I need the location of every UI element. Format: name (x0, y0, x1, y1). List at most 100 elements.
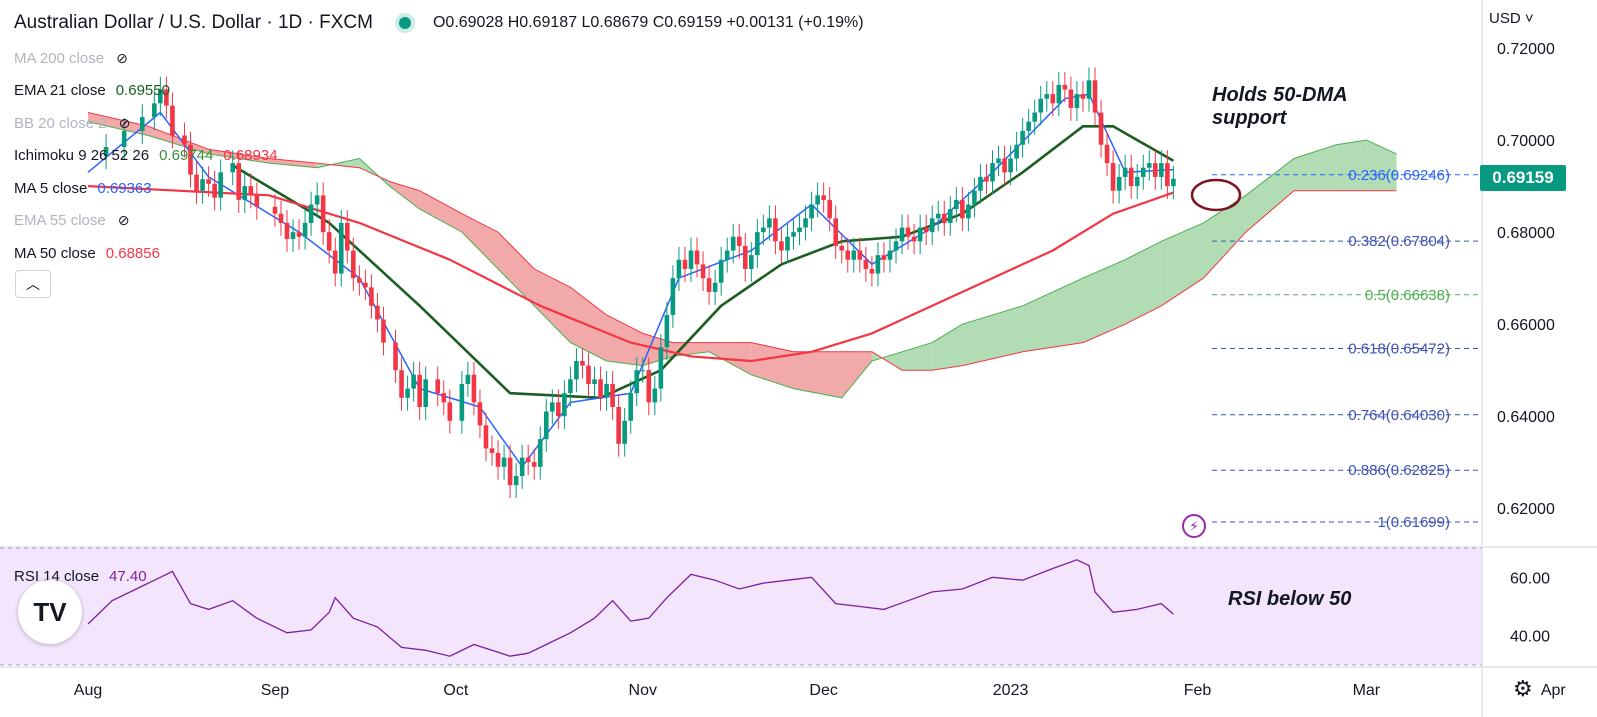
eye-hidden-icon[interactable]: ⊘ (117, 212, 130, 228)
candle-body (598, 379, 603, 398)
candle-body (869, 268, 875, 274)
legend-name: MA 200 close (14, 49, 105, 67)
rsi-legend[interactable]: RSI 14 close 47.40 (14, 566, 147, 586)
gear-icon[interactable]: ⚙ (1513, 676, 1533, 701)
candle-body (887, 250, 893, 260)
time-tick-label: Feb (1184, 682, 1212, 699)
candle-body (592, 379, 597, 384)
price-tick-label: 0.64000 (1497, 409, 1555, 426)
candle-body (761, 227, 766, 233)
time-tick-label: Dec (809, 682, 837, 699)
legend-row-ema-21-close[interactable]: EMA 21 close 0.69550 (14, 81, 170, 101)
legend-name: EMA 55 close (14, 212, 106, 229)
cloud-bear-segment (419, 190, 462, 233)
candle-body (519, 457, 525, 476)
candle-body (718, 259, 724, 283)
candle-body (375, 305, 380, 320)
candle-body (1110, 163, 1116, 191)
candle-body (230, 163, 236, 173)
legend-value-2: 0.68934 (223, 147, 278, 164)
candle-body (417, 374, 422, 407)
candle-body (1032, 112, 1038, 122)
candle-body (212, 183, 217, 198)
eye-hidden-icon[interactable]: ⊘ (116, 49, 128, 66)
legend-name: MA 5 close (14, 179, 88, 197)
cloud-bear-segment (751, 342, 794, 389)
rsi-tick-label: 60.00 (1510, 570, 1550, 587)
fibonacci-retracement: 0.236(0.69246) 0.382(0.67804) 0.5(0.66638)… (1212, 167, 1478, 531)
collapse-legend-button[interactable]: ︿ (15, 270, 51, 298)
cloud-bear-segment (498, 232, 535, 306)
candle-body (568, 379, 573, 394)
candle-body (742, 245, 748, 269)
legend-value: 0.69744 (159, 147, 214, 164)
candle-body (513, 475, 519, 486)
chevron-up-icon: ︿ (26, 276, 40, 292)
legend-name: Ichimoku 9 26 52 26 (14, 147, 150, 164)
lightning-icon[interactable]: ⚡ (1182, 514, 1206, 538)
candle-body (724, 250, 730, 260)
symbol-title[interactable]: Australian Dollar / U.S. Dollar · 1D · F… (14, 12, 373, 33)
legend-row-ichimoku-9-26-52-26[interactable]: Ichimoku 9 26 52 26 0.69744 0.68934 (14, 146, 278, 166)
candle-body (960, 199, 965, 219)
candle-body (483, 425, 489, 449)
candle-body (550, 402, 555, 412)
candle-body (1008, 158, 1013, 173)
candle-body (435, 379, 441, 394)
legend-row-ma-5-close[interactable]: MA 5 close 0.69363 (14, 178, 152, 198)
cloud-bull-segment (1125, 241, 1162, 325)
fib-level-label: 1(0.61699) (1377, 514, 1450, 531)
currency-selector[interactable]: USD ˅ (1489, 10, 1534, 27)
candle-body (139, 117, 145, 131)
chart-header: Australian Dollar / U.S. Dollar · 1D · F… (14, 11, 864, 35)
candle-body (833, 218, 839, 246)
cloud-bear-segment (534, 268, 571, 343)
market-status-dot (398, 17, 411, 29)
candle-body (779, 241, 784, 251)
candle-body (755, 232, 760, 256)
annotation-holds-50dma[interactable]: Holds 50-DMA support (1212, 84, 1348, 130)
candle-body (827, 199, 832, 219)
candle-body (218, 172, 223, 198)
candle-body (242, 186, 248, 200)
candle-body (670, 278, 676, 315)
candle-body (393, 342, 398, 371)
price-tick-label: 0.72000 (1497, 41, 1555, 58)
fib-level-label: 0.382(0.67804) (1348, 233, 1450, 250)
candle-body (236, 163, 242, 200)
eye-hidden-icon[interactable]: ⊘ (118, 114, 131, 131)
cloud-bear-segment (461, 213, 499, 269)
fib-level-label: 0.618(0.65472) (1348, 340, 1450, 357)
candle-body (954, 199, 959, 210)
cloud-bull-segment (1203, 195, 1246, 279)
candle-body (525, 457, 531, 463)
legend-row-ema-55-close[interactable]: EMA 55 close ⊘ (14, 211, 129, 231)
legend-row-ma-50-close[interactable]: MA 50 close 0.68856 (14, 243, 160, 263)
candle-body (1062, 84, 1068, 90)
legend-row-bb-20-close-2[interactable]: BB 20 close 2 ⊘ (14, 113, 130, 133)
candle-body (562, 393, 567, 417)
candle-body (543, 411, 549, 440)
annotation-rsi-below-50[interactable]: RSI below 50 (1228, 588, 1352, 610)
candle-body (803, 218, 808, 228)
time-tick-label: Nov (629, 682, 657, 699)
price-tick-label: 0.62000 (1497, 501, 1555, 518)
fib-level-label: 0.236(0.69246) (1348, 167, 1450, 184)
candle-body (767, 218, 772, 228)
candle-body (296, 232, 302, 237)
price-tick-label: 0.66000 (1497, 317, 1555, 334)
candle-body (369, 287, 374, 306)
candle-body (188, 144, 193, 175)
tradingview-logo[interactable]: TV (18, 580, 82, 644)
candle-body (785, 236, 790, 251)
candle-body (1171, 178, 1176, 187)
legend-value: 0.69550 (115, 82, 170, 99)
candle-body (1122, 167, 1128, 177)
legend-row-ma-200-close[interactable]: MA 200 close ⊘ (14, 48, 128, 68)
candle-body (586, 365, 591, 384)
candle-body (164, 89, 169, 106)
time-tick-label: Oct (443, 682, 468, 699)
time-tick-label: Sep (261, 682, 290, 699)
candle-body (152, 103, 157, 118)
